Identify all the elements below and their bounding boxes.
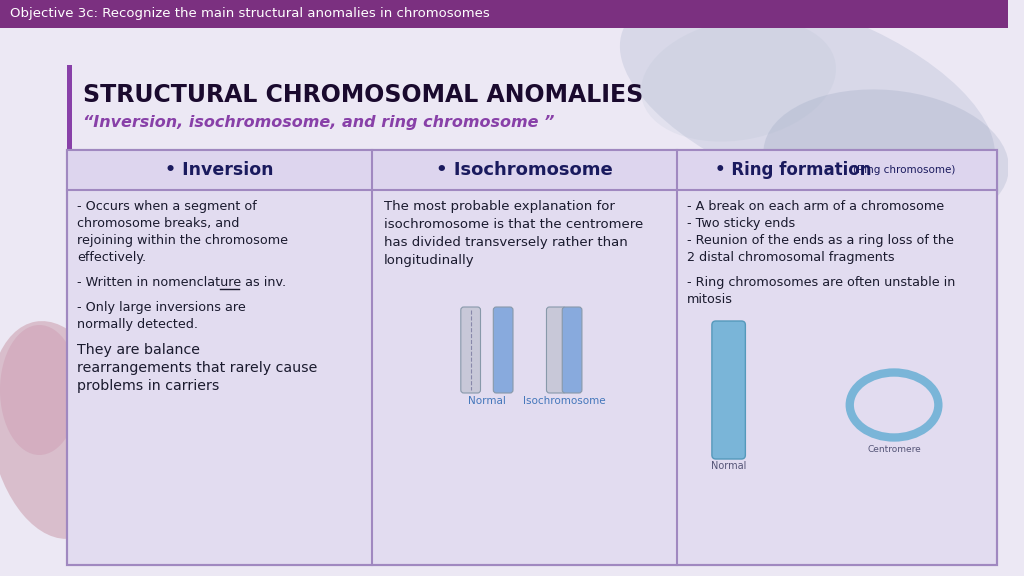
Text: chromosome breaks, and: chromosome breaks, and [77,217,240,230]
Bar [67,150,372,190]
Bar [372,150,678,190]
Ellipse shape [0,325,79,455]
Text: - Reunion of the ends as a ring loss of the: - Reunion of the ends as a ring loss of … [687,234,954,247]
Ellipse shape [864,386,924,424]
Text: - Written in nomenclature as inv.: - Written in nomenclature as inv. [77,276,286,289]
Ellipse shape [764,89,1009,230]
FancyBboxPatch shape [547,307,566,393]
Bar [0,0,1009,28]
Text: Centromere: Centromere [867,445,921,454]
Text: isochromosome is that the centromere: isochromosome is that the centromere [384,218,643,231]
Text: problems in carriers: problems in carriers [77,379,219,393]
FancyBboxPatch shape [712,321,745,459]
Ellipse shape [620,0,995,209]
Text: mitosis: mitosis [687,293,733,306]
Text: Normal: Normal [468,396,506,406]
Text: The most probable explanation for: The most probable explanation for [384,200,614,213]
Text: • Isochromosome: • Isochromosome [436,161,613,179]
Text: - Ring chromosomes are often unstable in: - Ring chromosomes are often unstable in [687,276,955,289]
Bar [67,150,997,565]
Text: longitudinally: longitudinally [384,254,475,267]
Text: rearrangements that rarely cause: rearrangements that rarely cause [77,361,317,375]
Text: - Only large inversions are: - Only large inversions are [77,301,246,314]
Text: - Two sticky ends: - Two sticky ends [687,217,796,230]
FancyBboxPatch shape [461,307,480,393]
FancyBboxPatch shape [494,307,513,393]
Text: STRUCTURAL CHROMOSOMAL ANOMALIES: STRUCTURAL CHROMOSOMAL ANOMALIES [83,83,643,107]
Text: has divided transversely rather than: has divided transversely rather than [384,236,628,249]
Text: rejoining within the chromosome: rejoining within the chromosome [77,234,288,247]
Text: Objective 3c: Recognize the main structural anomalies in chromosomes: Objective 3c: Recognize the main structu… [10,7,489,21]
Text: Isochromosome: Isochromosome [523,396,605,406]
Ellipse shape [641,18,836,142]
Text: 2 distal chromosomal fragments: 2 distal chromosomal fragments [687,251,895,264]
Bar [67,150,997,565]
Text: • Inversion: • Inversion [165,161,273,179]
Text: - Occurs when a segment of: - Occurs when a segment of [77,200,257,213]
Text: (Ring chromosome): (Ring chromosome) [853,165,955,175]
Text: “Inversion, isochromosome, and ring chromosome ”: “Inversion, isochromosome, and ring chro… [83,115,554,130]
Text: • Ring formation: • Ring formation [715,161,871,179]
Text: They are balance: They are balance [77,343,200,357]
Text: Normal: Normal [711,461,746,471]
Bar [67,65,72,180]
Text: effectively.: effectively. [77,251,146,264]
Text: - A break on each arm of a chromosome: - A break on each arm of a chromosome [687,200,944,213]
Ellipse shape [0,321,120,539]
Text: normally detected.: normally detected. [77,318,198,331]
Bar [678,150,997,190]
FancyBboxPatch shape [562,307,582,393]
